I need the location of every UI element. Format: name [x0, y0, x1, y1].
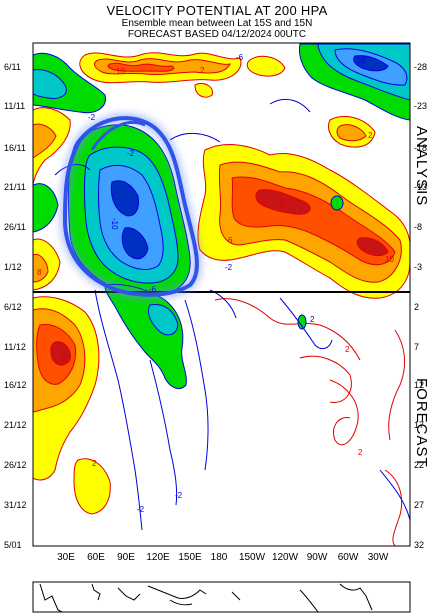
right-tick-label: 22	[414, 460, 425, 470]
contour-label: -10	[354, 56, 366, 65]
right-tick-label: -18	[414, 143, 428, 153]
minimap	[32, 581, 411, 613]
contour-label: 2	[310, 315, 315, 324]
contour-label: -10	[110, 218, 119, 230]
left-tick-label: 6/12	[4, 302, 22, 312]
left-tick-label: 26/12	[4, 460, 27, 470]
x-tick-label: 90W	[306, 552, 328, 563]
x-tick-label: 30W	[367, 552, 389, 563]
x-tick-label: 180	[210, 552, 228, 563]
contour-label: 8	[280, 198, 285, 207]
right-tick-label: 2	[414, 302, 420, 312]
right-tick-label: -23	[414, 101, 428, 111]
left-tick-label: 16/12	[4, 380, 27, 390]
contour-label: -6	[149, 285, 157, 294]
left-tick-label: 6/11	[4, 62, 21, 72]
x-tick-label: 90E	[117, 552, 135, 563]
contour-label: 2	[358, 448, 363, 457]
contour-label: 2	[92, 459, 97, 468]
forecast-based-line: FORECAST BASED 04/12/2024 00UTC	[127, 29, 307, 40]
left-tick-label: 1/12	[4, 262, 22, 272]
left-tick-label: 21/11	[4, 182, 26, 192]
left-tick-label: 26/11	[4, 222, 26, 232]
x-tick-label: 30E	[57, 552, 75, 563]
contour-label: 2	[200, 66, 205, 75]
contour-label: 2	[368, 131, 373, 140]
contour-label: 2	[345, 345, 350, 354]
right-tick-label: 7	[414, 342, 420, 352]
right-tick-label: 27	[414, 500, 425, 510]
right-tick-label: 17	[414, 420, 425, 430]
contour-label: 10	[116, 67, 125, 76]
right-tick-label: 32	[414, 540, 425, 550]
contour-label: -2	[127, 149, 135, 158]
right-tick-label: -13	[414, 182, 428, 192]
left-tick-label: 11/12	[4, 342, 26, 352]
contour-label: -2	[175, 491, 183, 500]
contour-label: 6	[228, 236, 233, 245]
contour-label: -2	[88, 113, 96, 122]
annotation-circle	[60, 113, 202, 300]
contour-field	[33, 43, 410, 546]
left-tick-label: 21/12	[4, 420, 27, 430]
x-tick-label: 120E	[146, 552, 170, 563]
right-tick-label: -3	[414, 262, 423, 272]
right-tick-label: -28	[414, 62, 428, 72]
x-tick-label: 60E	[87, 552, 105, 563]
x-tick-label: 150E	[178, 552, 202, 563]
contour-label: 8	[37, 268, 42, 277]
chart-subtitle: Ensemble mean between Lat 15S and 15N	[121, 18, 313, 29]
x-tick-label: 150W	[238, 552, 266, 563]
left-tick-label: 5/01	[4, 540, 22, 550]
contour-label: -6	[236, 53, 244, 62]
left-tick-label: 11/11	[4, 101, 26, 111]
forecast-label: FORECAST	[413, 378, 430, 468]
x-tick-label: 120W	[271, 552, 299, 563]
right-tick-label: -8	[414, 222, 423, 232]
contour-label: -2	[137, 505, 145, 514]
contour-label: 10	[385, 255, 394, 264]
plot-frame	[32, 42, 411, 547]
x-tick-label: 60W	[337, 552, 359, 563]
left-tick-label: 31/12	[4, 500, 27, 510]
contour-label: 8	[61, 354, 66, 363]
contour-labels: 10 2 -6 -10 -2 -2 -10 -6 -2 6 8 10 2 8 8…	[37, 53, 394, 514]
chart-title: VELOCITY POTENTIAL AT 200 HPA	[106, 3, 328, 18]
right-tick-label: 12	[414, 380, 425, 390]
left-tick-label: 16/11	[4, 143, 26, 153]
contour-label: -2	[225, 263, 233, 272]
analysis-label: ANALYSIS	[413, 126, 430, 207]
